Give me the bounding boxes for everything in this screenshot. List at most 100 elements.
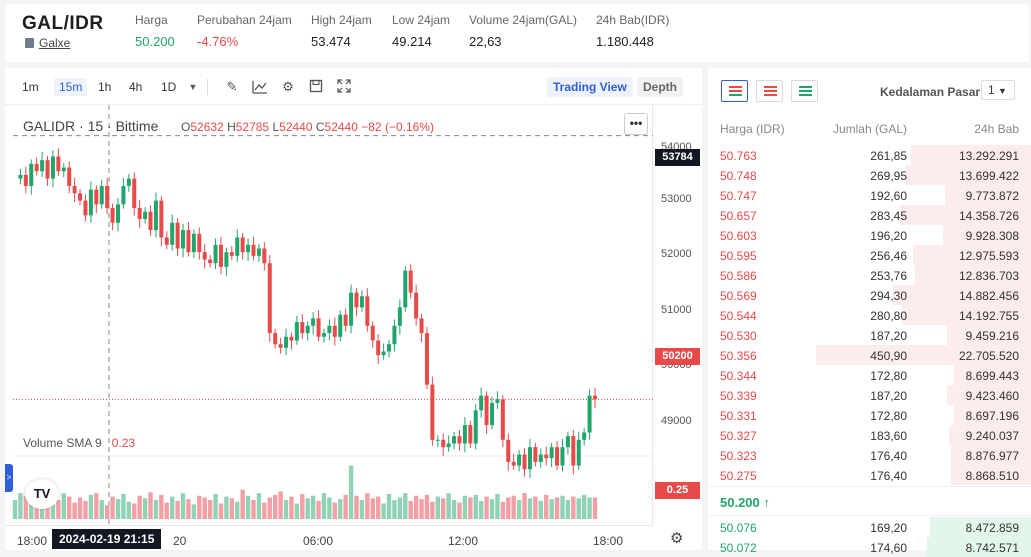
stat-1: Perubahan 24jam -4.76% [197,13,292,49]
volume-bar [305,498,310,519]
coin-icon [25,38,34,48]
ask-total: 8.868.510 [965,469,1019,483]
candle-body [403,270,408,308]
volume-value-tag: 0.25 [655,482,700,499]
ask-row[interactable]: 50.569 294,30 14.882.456 [708,285,1031,305]
chart-panel: 1m 15m 1h 4h 1D ▼ ✎ ⚙ Trading View Depth… [5,68,702,550]
timeframe-1h[interactable]: 1h [98,80,112,94]
candle-body [376,340,381,356]
candle-body [327,325,332,334]
candle-body [170,222,175,245]
volume-bar [478,500,484,519]
line-chart-icon[interactable] [252,79,268,95]
ask-amount: 183,60 [870,429,907,443]
depth-select[interactable]: 1 ▼ [981,80,1015,100]
last-price-row[interactable]: 50.200 ↑ [708,486,1031,516]
time-tick: 06:00 [303,534,334,548]
ask-total: 14.882.456 [958,289,1019,303]
book-view-bids-icon[interactable] [791,80,818,102]
stat-5: 24h Bab(IDR) 1.180.448 [596,13,669,49]
candle-body [430,384,435,440]
candle-body [462,425,467,444]
fullscreen-icon[interactable] [336,79,352,95]
volume-bar [283,500,289,519]
sidebar-toggle[interactable]: > [5,464,13,492]
candle-body [359,296,364,308]
candle-body [218,244,223,267]
ask-row[interactable]: 50.344 172,80 8.699.443 [708,365,1031,385]
more-options-button[interactable]: ••• [624,113,648,135]
volume-bar [581,494,587,519]
save-icon[interactable] [308,79,324,95]
ask-row[interactable]: 50.603 196,20 9.928.308 [708,225,1031,245]
ask-row[interactable]: 50.356 450,90 22.705.520 [708,345,1031,365]
ask-row[interactable]: 50.544 280,80 14.192.755 [708,305,1031,325]
bid-row[interactable]: 50.076 169,20 8.472.859 [708,517,1031,537]
pencil-icon[interactable]: ✎ [226,79,238,94]
candle-body [349,292,354,326]
coin-name-link[interactable]: Galxe [39,36,71,50]
ask-amount: 172,80 [870,409,907,423]
volume-bar [489,499,495,519]
candle-body [560,447,565,466]
ask-amount: 187,20 [870,389,907,403]
price-scale[interactable]: 54000 53000 52000 51000 50000 49000 5378… [653,105,702,525]
volume-bar [278,491,283,519]
volume-bar [191,504,197,519]
time-tick: 18:00 [593,534,624,548]
ask-price: 50.356 [720,349,757,363]
ask-row[interactable]: 50.323 176,40 8.876.977 [708,445,1031,465]
depth-button[interactable]: Depth [637,77,683,97]
bid-row[interactable]: 50.072 174,60 8.742.571 [708,537,1031,557]
volume-bar [72,502,77,519]
pair-title: GAL/IDR [22,13,104,34]
ask-row[interactable]: 50.530 187,20 9.459.216 [708,325,1031,345]
ask-total: 22.705.520 [958,349,1019,363]
ask-row[interactable]: 50.747 192,60 9.773.872 [708,185,1031,205]
time-axis[interactable]: 18:00 20 06:00 12:00 18:00 2024-02-19 21… [5,525,653,550]
ask-row[interactable]: 50.331 172,80 8.697.196 [708,405,1031,425]
depth-bar [949,425,1031,445]
timeframe-4h[interactable]: 4h [129,80,143,94]
candle-body [311,318,316,326]
volume-bar [67,496,72,519]
volume-bar [50,504,56,519]
ask-row[interactable]: 50.586 253,76 12.836.703 [708,265,1031,285]
ask-row[interactable]: 50.339 187,20 9.423.460 [708,385,1031,405]
timeframe-15m[interactable]: 15m [54,78,88,96]
candle-body [408,270,413,293]
ask-price: 50.344 [720,369,757,383]
volume-bar [121,494,126,519]
ohlc-legend: O52632 H52785 L52440 C52440 −82 (−0.16%) [181,120,434,134]
timeframe-1d[interactable]: 1D [161,80,177,94]
volume-bar [153,500,159,519]
caret-down-icon[interactable]: ▼ [188,82,198,92]
candle-body [175,222,180,249]
ask-row[interactable]: 50.763 261,85 13.292.291 [708,145,1031,165]
book-view-asks-icon[interactable] [756,80,783,102]
depth-bar [951,465,1031,485]
ask-row[interactable]: 50.595 256,46 12.975.593 [708,245,1031,265]
volume-bar [56,500,61,519]
ask-row[interactable]: 50.748 269,95 13.699.422 [708,165,1031,185]
price-chart[interactable] [5,105,653,525]
ask-amount: 280,80 [870,309,907,323]
gear-icon[interactable]: ⚙ [282,79,294,94]
timeframe-1m[interactable]: 1m [22,80,39,94]
ask-row[interactable]: 50.657 283,45 14.358.726 [708,205,1031,225]
volume-bar [235,501,240,519]
ask-price: 50.747 [720,189,757,203]
ask-row[interactable]: 50.275 176,40 8.868.510 [708,465,1031,485]
volume-bar [207,500,213,519]
candle-body [23,174,28,186]
volume-bar [142,498,148,519]
ask-row[interactable]: 50.327 183,60 9.240.037 [708,425,1031,445]
book-view-both-icon[interactable] [721,80,748,102]
candle-body [56,156,61,172]
col-amount-header: Jumlah (GAL) [832,122,907,136]
ask-total: 12.836.703 [958,269,1019,283]
trading-view-button[interactable]: Trading View [547,77,633,97]
tradingview-logo[interactable]: TV [25,479,59,509]
chart-settings-icon[interactable]: ⚙ [670,530,684,547]
volume-bar [419,499,424,519]
